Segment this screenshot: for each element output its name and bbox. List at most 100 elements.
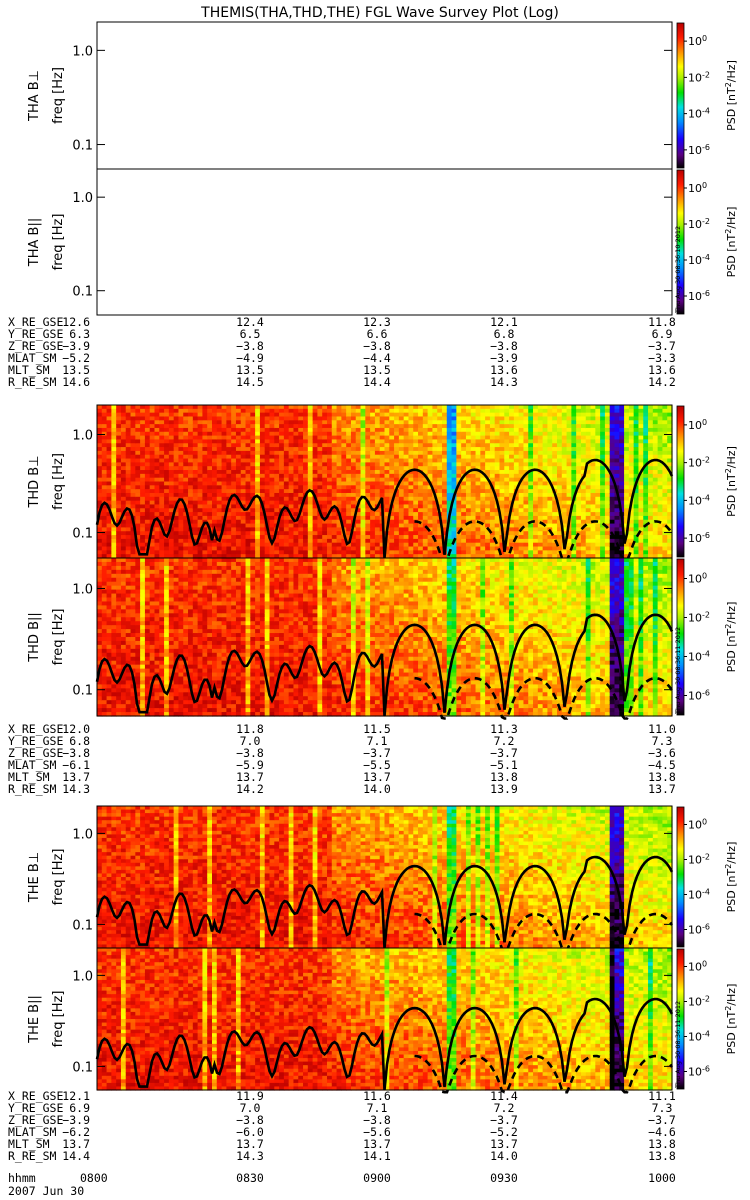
colorbar-tick-label: 10-2	[688, 994, 710, 1009]
colorbar-tick-label: 10-4	[688, 493, 710, 508]
ephemeris-value: 7.1	[367, 1101, 388, 1115]
colorbar: 100 10-2 10-4 10-6 PSD [nT2/Hz]	[676, 806, 738, 948]
y-tick-label: 1.0	[72, 44, 93, 59]
ephemeris-row-name: R_RE_SM	[8, 1149, 57, 1163]
ephemeris-value: −3.8	[363, 339, 391, 353]
ephemeris-value: −3.8	[62, 746, 90, 760]
ephemeris-row-name: Y_RE_GSE	[8, 327, 63, 341]
ephemeris-row-name: MLAT_SM	[8, 758, 57, 772]
ephemeris-value: −5.1	[490, 758, 518, 772]
ephemeris-value: 13.7	[62, 770, 90, 784]
power-curve-dashed	[414, 912, 674, 952]
ephemeris-value: 13.5	[62, 363, 90, 377]
ephemeris-value: −3.7	[648, 339, 676, 353]
ephemeris-value: 6.9	[69, 1101, 90, 1115]
ephemeris-row-name: MLAT_SM	[8, 1125, 57, 1139]
ephemeris-value: 11.8	[648, 315, 676, 329]
y-tick-label: 0.1	[72, 684, 93, 699]
figure-title: THEMIS(THA,THD,THE) FGL Wave Survey Plot…	[200, 5, 559, 21]
colorbar-tick-label: 10-2	[688, 70, 710, 85]
ephemeris-value: −5.5	[363, 758, 391, 772]
y-tick-label: 0.1	[72, 918, 93, 933]
ephemeris-value: −4.6	[648, 1125, 676, 1139]
panel-label: THE B⊥	[27, 852, 42, 903]
ephemeris-value: 13.7	[490, 1137, 518, 1151]
panel-label: THD B||	[27, 612, 42, 663]
colorbar-tick-label: 10-6	[688, 289, 710, 304]
colorbar-tick-label: 100	[688, 34, 707, 49]
ephemeris-value: −3.8	[490, 339, 518, 353]
ephemeris-value: 6.8	[69, 734, 90, 748]
ephemeris-value: −6.1	[62, 758, 90, 772]
ephemeris-value: 11.5	[363, 722, 391, 736]
panel-6: 1.0 0.1 THE B|| freq [Hz] 100 10-2 10-4 10-6 PSD…	[27, 947, 739, 1094]
ephemeris-row-name: MLT_SM	[8, 1137, 50, 1151]
ephemeris-value: −3.6	[648, 746, 676, 760]
ephemeris-value: −3.7	[490, 1113, 518, 1127]
ephemeris-value: 12.4	[236, 315, 264, 329]
ephemeris-value: 13.7	[236, 1137, 264, 1151]
ephemeris-value: 7.1	[367, 734, 388, 748]
ephemeris-value: 14.4	[62, 1149, 90, 1163]
ephemeris-value: 13.5	[363, 363, 391, 377]
colorbar-tick-label: 10-2	[688, 852, 710, 867]
ephemeris-value: 6.3	[69, 327, 90, 341]
ephemeris-value: 7.2	[494, 1101, 515, 1115]
colorbar-tick-label: 10-4	[688, 106, 710, 121]
colorbar-tick-label: 100	[688, 571, 707, 586]
y-axis-label: freq [Hz]	[51, 214, 66, 271]
ephemeris-row-name: Z_RE_GSE	[8, 746, 63, 760]
ephemeris-value: 11.0	[648, 722, 676, 736]
ephemeris-value: 14.0	[490, 1149, 518, 1163]
ephemeris-value: −6.2	[62, 1125, 90, 1139]
ephemeris-value: 11.1	[648, 1089, 676, 1103]
x-tick-label: 0830	[236, 1171, 264, 1185]
ephemeris-value: 11.3	[490, 722, 518, 736]
ephemeris-value: 7.2	[494, 734, 515, 748]
ephemeris-value: −5.2	[490, 1125, 518, 1139]
colorbar-label: PSD [nT2/Hz]	[724, 984, 739, 1055]
panel-5: 1.0 0.1 THE B⊥ freq [Hz] 100 10-2 10-4 10-6 PSD …	[27, 805, 738, 952]
ephemeris-value: −3.7	[490, 746, 518, 760]
y-axis-label: freq [Hz]	[51, 453, 66, 510]
colorbar-tick-label: 10-6	[688, 922, 710, 937]
timestamp-label: Thu Aug 30 08:36:11 2012	[674, 1001, 682, 1089]
ephemeris-row-name: MLT_SM	[8, 770, 50, 784]
colorbar: 100 10-2 10-4 10-6 PSD [nT2/Hz]	[676, 405, 739, 558]
ephemeris-value: 14.5	[236, 375, 264, 389]
ephemeris-row-name: MLT_SM	[8, 363, 50, 377]
y-tick-label: 0.1	[72, 139, 93, 154]
panel-3: 1.0 0.1 THD B⊥ freq [Hz] 100 10-2 10-4 10-6 PSD …	[27, 404, 739, 562]
x-tick-label: 1000	[648, 1171, 676, 1185]
colorbar-tick-label: 10-2	[688, 610, 710, 625]
colorbar-tick-label: 10-4	[688, 253, 710, 268]
ephemeris-value: 6.9	[652, 327, 673, 341]
ephemeris-value: −3.8	[236, 746, 264, 760]
ephemeris-row-name: X_RE_GSE	[8, 1089, 63, 1103]
ephemeris-row-name: Z_RE_GSE	[8, 339, 63, 353]
ephemeris-row-name: R_RE_SM	[8, 782, 57, 796]
ephemeris-value: 7.3	[652, 1101, 673, 1115]
y-tick-label: 1.0	[72, 582, 93, 597]
timestamp-label: Thu Aug 30 08:36:10 2012	[674, 226, 682, 314]
ephemeris-value: 11.4	[490, 1089, 518, 1103]
ephemeris-value: 13.8	[648, 1149, 676, 1163]
ephemeris-value: −3.8	[363, 1113, 391, 1127]
ephemeris-value: 12.6	[62, 315, 90, 329]
ephemeris-value: −6.0	[236, 1125, 264, 1139]
colorbar-tick-label: 100	[688, 181, 707, 196]
colorbar-tick-label: 10-6	[688, 142, 710, 157]
colorbar-label: PSD [nT2/Hz]	[724, 446, 739, 517]
power-curve-dashed	[414, 520, 674, 562]
colorbar: 100 10-2 10-4 10-6 PSD [nT2/Hz]	[676, 948, 739, 1090]
ephemeris-value: 12.1	[490, 315, 518, 329]
spectrogram-panels: 1.0 0.1 THA B⊥ freq [Hz] 100 10-2 10-4 10-6 PSD …	[27, 21, 739, 1094]
ephemeris-value: −4.5	[648, 758, 676, 772]
ephemeris-value: 6.6	[367, 327, 388, 341]
y-tick-label: 1.0	[72, 191, 93, 206]
ephemeris-value: −5.9	[236, 758, 264, 772]
